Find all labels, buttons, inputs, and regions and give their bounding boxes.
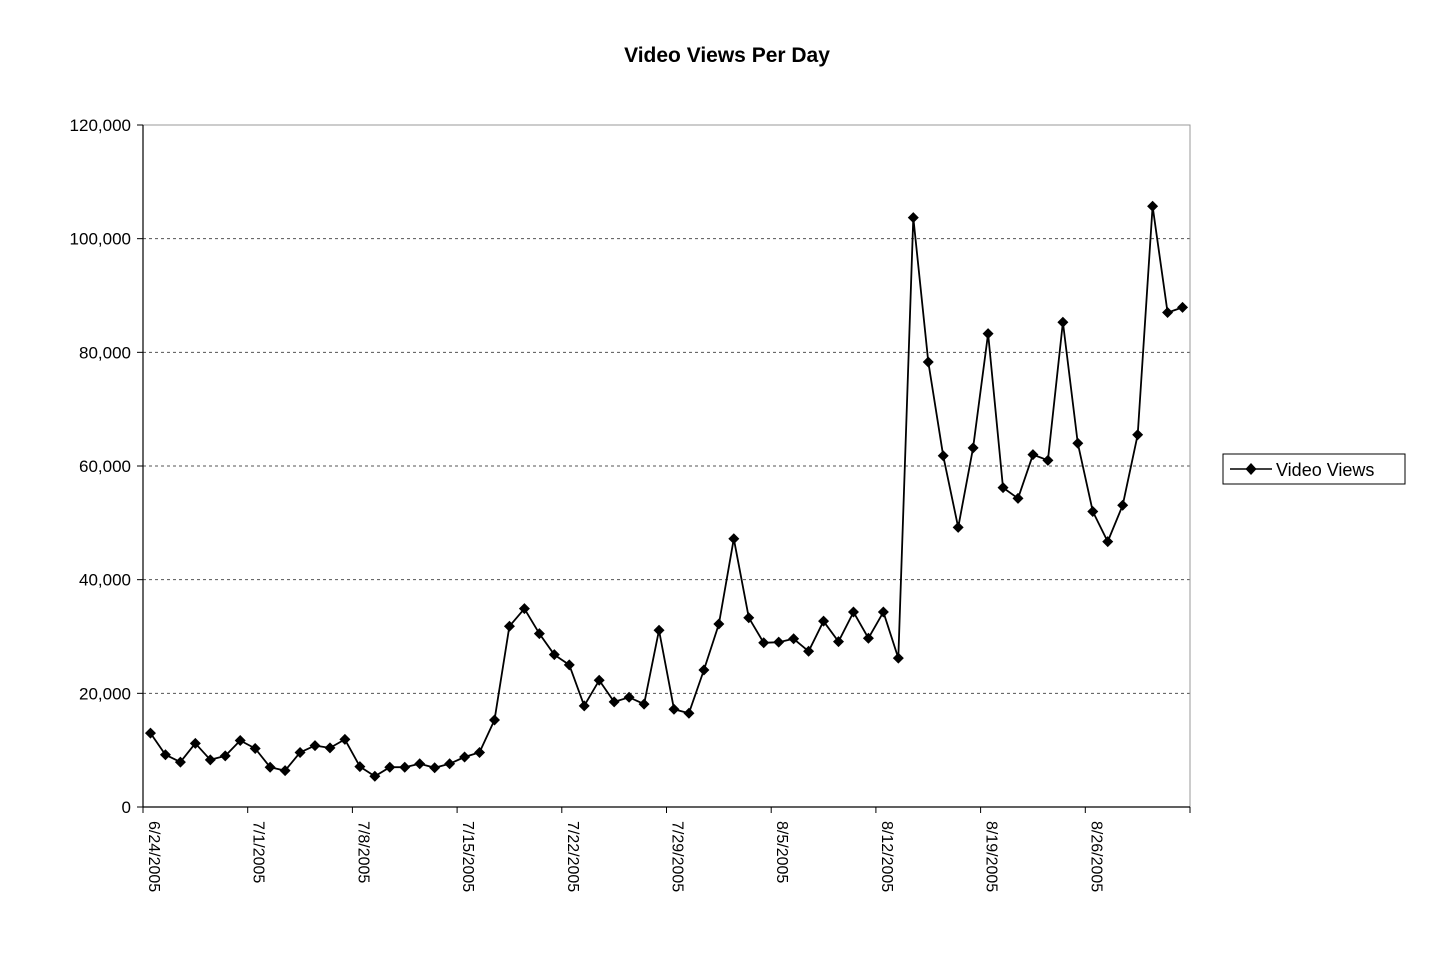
data-point xyxy=(339,733,351,745)
data-point xyxy=(638,698,650,710)
data-point xyxy=(474,746,486,758)
x-tick-label: 7/1/2005 xyxy=(250,821,267,883)
data-point xyxy=(818,615,830,627)
y-tick-label: 0 xyxy=(122,798,131,817)
legend-label: Video Views xyxy=(1276,460,1374,480)
data-point xyxy=(698,664,710,676)
x-tick-label: 8/26/2005 xyxy=(1087,821,1104,892)
data-point xyxy=(1162,307,1174,319)
data-point xyxy=(1027,449,1039,461)
x-tick-label: 7/15/2005 xyxy=(459,821,476,892)
data-point xyxy=(623,691,635,703)
x-tick-label: 8/12/2005 xyxy=(878,821,895,892)
data-point xyxy=(399,761,411,773)
legend: Video Views xyxy=(1222,453,1406,485)
data-point xyxy=(1177,301,1189,313)
data-point xyxy=(219,750,231,762)
y-tick-label: 60,000 xyxy=(79,457,131,476)
y-tick-label: 80,000 xyxy=(79,343,131,362)
data-point xyxy=(758,637,770,649)
data-point xyxy=(593,674,605,686)
x-tick-label: 7/22/2005 xyxy=(564,821,581,892)
data-point xyxy=(309,740,321,752)
data-point xyxy=(324,742,336,754)
data-point xyxy=(563,659,575,671)
data-point xyxy=(384,761,396,773)
data-point xyxy=(533,628,545,640)
data-point xyxy=(279,765,291,777)
data-point xyxy=(144,727,156,739)
data-point xyxy=(803,645,815,657)
data-point xyxy=(518,603,530,615)
data-point xyxy=(833,636,845,648)
data-point xyxy=(1012,492,1024,504)
x-tick-label: 7/29/2005 xyxy=(669,821,686,892)
data-point xyxy=(429,762,441,774)
data-point xyxy=(982,328,994,340)
data-point xyxy=(713,618,725,630)
y-axis: 0 20,000 40,000 60,000 80,000 100,000 120,000 xyxy=(70,116,144,817)
data-point xyxy=(578,700,590,712)
data-point xyxy=(159,749,171,761)
data-point xyxy=(1132,429,1144,441)
data-point xyxy=(608,696,620,708)
data-point xyxy=(773,636,785,648)
y-tick-label: 40,000 xyxy=(79,571,131,590)
data-point xyxy=(369,770,381,782)
data-point xyxy=(503,620,515,632)
x-tick-label: 8/19/2005 xyxy=(983,821,1000,892)
data-point xyxy=(189,737,201,749)
data-point xyxy=(728,533,740,545)
data-point xyxy=(922,356,934,368)
data-point xyxy=(668,703,680,715)
data-point xyxy=(892,652,904,664)
data-point xyxy=(548,649,560,661)
series-video-views xyxy=(144,200,1189,782)
data-point xyxy=(862,632,874,644)
data-point xyxy=(264,761,276,773)
x-tick-label: 8/5/2005 xyxy=(773,821,790,883)
data-point xyxy=(459,751,471,763)
data-point xyxy=(1072,437,1084,449)
data-point xyxy=(1117,499,1129,511)
y-tick-label: 20,000 xyxy=(79,684,131,703)
data-point xyxy=(1087,505,1099,517)
data-point xyxy=(997,482,1009,494)
data-point xyxy=(937,450,949,462)
data-point xyxy=(444,758,456,770)
data-point xyxy=(952,521,964,533)
data-point xyxy=(294,746,306,758)
chart-title: Video Views Per Day xyxy=(624,44,830,67)
data-point xyxy=(743,612,755,624)
data-point xyxy=(354,761,366,773)
data-point xyxy=(653,624,665,636)
data-point xyxy=(414,758,426,770)
data-point xyxy=(1057,316,1069,328)
data-point xyxy=(1147,200,1159,212)
data-point xyxy=(877,606,889,618)
data-point xyxy=(204,754,216,766)
data-point xyxy=(847,606,859,618)
data-point xyxy=(788,633,800,645)
x-tick-label: 6/24/2005 xyxy=(145,821,162,892)
x-tick-label: 7/8/2005 xyxy=(354,821,371,883)
data-point xyxy=(174,756,186,768)
y-tick-label: 100,000 xyxy=(70,230,131,249)
grid-lines xyxy=(143,238,1190,694)
data-point xyxy=(1102,536,1114,548)
legend-marker xyxy=(1245,463,1257,475)
data-point xyxy=(1042,454,1054,466)
data-point xyxy=(907,212,919,224)
data-point xyxy=(967,442,979,454)
series-line xyxy=(149,205,1183,778)
x-axis: 6/24/2005 7/1/2005 7/8/2005 7/15/2005 7/22/2… xyxy=(142,806,1191,892)
data-point xyxy=(234,735,246,747)
data-point xyxy=(249,742,261,754)
data-point xyxy=(683,707,695,719)
y-tick-label: 120,000 xyxy=(70,116,131,135)
data-point xyxy=(488,714,500,726)
